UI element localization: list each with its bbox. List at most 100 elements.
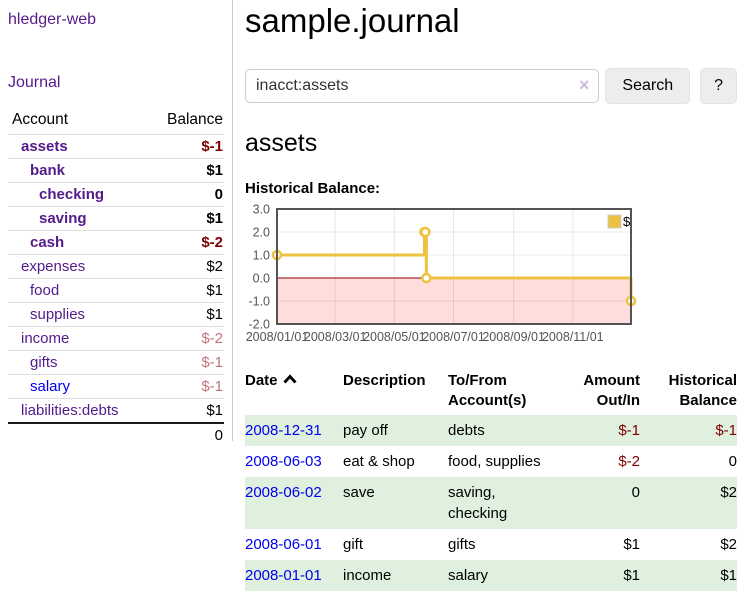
account-balance: $2 (206, 258, 223, 276)
chart-label: Historical Balance: (245, 179, 381, 197)
register-tofrom-cell: debts (448, 421, 485, 439)
account-balance: $1 (206, 282, 223, 300)
account-link-assets[interactable]: assets (21, 138, 68, 156)
plot-border (276, 207, 632, 325)
account-row: expenses $2 (8, 254, 224, 279)
account-link-gifts[interactable]: gifts (30, 354, 58, 372)
account-link-expenses[interactable]: expenses (21, 258, 86, 276)
account-balance: $1 (206, 306, 223, 324)
register-amount-cell: $-1 (618, 421, 640, 439)
sidebar-item-journal[interactable]: Journal (8, 74, 61, 92)
legend-swatch (607, 214, 622, 229)
y-tick-label: 1.0 (253, 248, 270, 262)
sort-ascending-icon (282, 374, 297, 384)
account-link-salary[interactable]: salary (30, 378, 71, 396)
register-description-cell: save (343, 483, 375, 501)
x-tick-label: 2008/09/01 (482, 330, 545, 344)
account-balance: $-1 (201, 354, 223, 372)
register-header-date[interactable]: Date (245, 367, 343, 415)
y-tick-label: -2.0 (248, 317, 270, 331)
account-link-bank[interactable]: bank (30, 162, 66, 180)
x-tick-label: 2008/03/01 (304, 330, 367, 344)
register-row: 2008-06-01 gift gifts $1 $2 (245, 529, 737, 560)
transaction-date-link[interactable]: 2008-06-03 (245, 452, 322, 470)
register-date-cell: 2008-01-01 (245, 560, 343, 591)
register-description-cell: income (343, 566, 392, 584)
register-balance-cell: $2 (720, 483, 737, 501)
x-tick-label: 2008/11/01 (542, 330, 604, 344)
register-row: 2008-12-31 pay off debts $-1 $-1 (245, 414, 737, 446)
register-table: Date Description To/From Account(s) Amou… (245, 367, 737, 591)
register-amount-cell: $1 (623, 566, 640, 584)
account-balance: $-2 (201, 330, 223, 348)
account-row: cash $-2 (8, 230, 224, 255)
help-button[interactable]: ? (700, 68, 737, 105)
account-balance: $-1 (201, 138, 223, 156)
historical-balance-chart: 3.0 2.0 1.0 0.0 -1.0 -2.0 2008/01/01 2008/03/01… (245, 204, 737, 354)
account-row: checking 0 (8, 182, 224, 207)
register-tofrom-cell: gifts (448, 535, 476, 553)
register-row: 2008-06-03 eat & shop food, supplies $-2 0 (245, 446, 737, 477)
account-link-liabilities-debts[interactable]: liabilities:debts (21, 402, 119, 420)
data-point (421, 272, 432, 284)
accounts-table: Account Balance assets $-1 bank $1 checking 0… (8, 107, 224, 447)
account-row: supplies $1 (8, 302, 224, 327)
search-button[interactable]: Search (605, 68, 691, 105)
account-row: assets $-1 (8, 134, 224, 159)
register-header-description: Description (343, 371, 426, 389)
transaction-date-link[interactable]: 2008-06-02 (245, 483, 322, 501)
account-heading: assets (245, 129, 318, 158)
search-input[interactable] (245, 69, 600, 104)
account-row: income $-2 (8, 326, 224, 351)
register-description-cell: pay off (343, 421, 388, 439)
register-header-tofrom: To/From Account(s) (448, 371, 527, 409)
register-tofrom-cell: food, supplies (448, 452, 541, 470)
app-title-link[interactable]: hledger-web (8, 11, 97, 28)
account-balance: 0 (214, 186, 223, 204)
negative-region (277, 277, 631, 324)
account-balance: $1 (206, 402, 223, 420)
y-tick-label: -1.0 (248, 294, 270, 308)
account-balance: $-1 (201, 378, 223, 396)
clear-search-icon[interactable]: × (578, 75, 590, 96)
account-row: food $1 (8, 278, 224, 303)
account-link-cash[interactable]: cash (30, 234, 65, 252)
account-link-income[interactable]: income (21, 330, 70, 348)
sidebar: hledger-web Journal Account Balance asse… (0, 0, 233, 444)
register-header-amount: Amount Out/In (583, 371, 640, 409)
account-balance: $1 (206, 162, 223, 180)
search-input-wrap: × (245, 69, 600, 104)
register-balance-cell: $-1 (715, 421, 737, 439)
register-balance-cell: $2 (720, 535, 737, 553)
register-date-cell: 2008-12-31 (245, 415, 343, 446)
app-title: hledger-web (8, 10, 224, 29)
transaction-date-link[interactable]: 2008-01-01 (245, 566, 322, 584)
accounts-header-account: Account (12, 111, 69, 129)
account-balance: $-2 (201, 234, 223, 252)
register-row: 2008-01-01 income salary $1 $1 (245, 559, 737, 591)
register-amount-cell: $-2 (618, 452, 640, 470)
y-tick-label: 0.0 (253, 271, 270, 285)
x-tick-label: 2008/07/01 (422, 330, 485, 344)
account-link-checking[interactable]: checking (39, 186, 105, 204)
search-form: × Search ? (245, 68, 737, 105)
account-link-food[interactable]: food (30, 282, 60, 300)
chart-canvas[interactable]: 3.0 2.0 1.0 0.0 -1.0 -2.02008/01/012008/03/01… (245, 204, 637, 354)
main-content: sample.journal × Search ? assets Histori… (245, 0, 737, 591)
account-link-supplies[interactable]: supplies (30, 306, 86, 324)
transaction-date-link[interactable]: 2008-12-31 (245, 421, 322, 439)
accounts-header-balance: Balance (166, 111, 223, 129)
register-balance-cell: $1 (720, 566, 737, 584)
account-link-saving[interactable]: saving (39, 210, 87, 228)
account-row: gifts $-1 (8, 350, 224, 375)
register-date-cell: 2008-06-01 (245, 529, 343, 560)
register-header-balance: Historical Balance (668, 371, 737, 409)
register-tofrom-cell: salary (448, 566, 489, 584)
account-row: salary $-1 (8, 374, 224, 399)
transaction-date-link[interactable]: 2008-06-01 (245, 535, 322, 553)
account-row: bank $1 (8, 158, 224, 183)
register-date-cell: 2008-06-03 (245, 446, 343, 477)
x-tick-label: 2008/01/01 (246, 330, 309, 344)
register-tofrom-cell: saving, checking (448, 483, 508, 522)
y-tick-label: 3.0 (253, 204, 270, 217)
